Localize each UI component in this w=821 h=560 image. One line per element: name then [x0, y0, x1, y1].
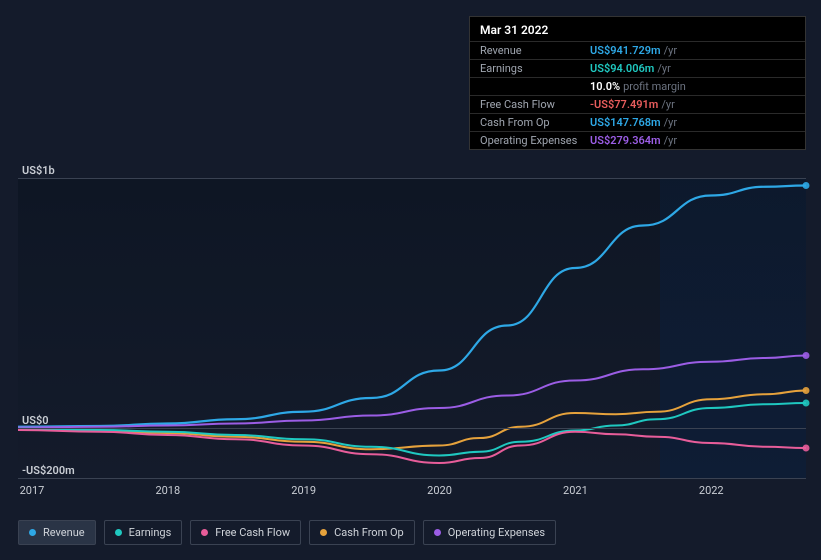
legend-label: Cash From Op: [334, 526, 404, 539]
legend-label: Earnings: [129, 526, 172, 539]
tooltip-row: RevenueUS$941.729m/yr: [470, 41, 805, 59]
tooltip-row-label: Revenue: [480, 44, 590, 57]
y-axis-label: -US$200m: [22, 464, 75, 477]
x-axis-label: 2020: [427, 484, 452, 497]
legend-dot-icon: [320, 529, 327, 536]
legend-item[interactable]: Free Cash Flow: [190, 520, 301, 545]
tooltip-row-label: Free Cash Flow: [480, 98, 590, 111]
gridline: [18, 478, 806, 479]
series-end-marker: [803, 445, 810, 452]
tooltip-row: Operating ExpensesUS$279.364m/yr: [470, 131, 805, 149]
tooltip-row-value: US$941.729m: [590, 44, 661, 57]
chart-tooltip: Mar 31 2022 RevenueUS$941.729m/yrEarning…: [469, 16, 806, 150]
x-axis-label: 2018: [155, 484, 180, 497]
tooltip-row-value: 10.0%: [590, 80, 620, 93]
tooltip-row-value: -US$77.491m: [590, 98, 658, 111]
series-line: [18, 186, 806, 427]
tooltip-row: Cash From OpUS$147.768m/yr: [470, 113, 805, 131]
tooltip-row-label: Operating Expenses: [480, 134, 590, 147]
series-line: [18, 356, 806, 428]
x-axis-label: 2022: [699, 484, 724, 497]
x-axis-label: 2017: [20, 484, 45, 497]
x-axis-label: 2021: [563, 484, 588, 497]
legend-dot-icon: [29, 529, 36, 536]
chart-legend: Revenue Earnings Free Cash Flow Cash From O…: [18, 520, 556, 545]
tooltip-row-label: Earnings: [480, 62, 590, 75]
legend-item[interactable]: Cash From Op: [309, 520, 415, 545]
legend-item[interactable]: Operating Expenses: [423, 520, 556, 545]
legend-dot-icon: [115, 529, 122, 536]
tooltip-row-suffix: /yr: [664, 134, 677, 147]
legend-item[interactable]: Revenue: [18, 520, 96, 545]
series-end-marker: [803, 387, 810, 394]
tooltip-date: Mar 31 2022: [470, 23, 805, 41]
legend-label: Operating Expenses: [448, 526, 545, 539]
tooltip-row-suffix: /yr: [661, 98, 674, 111]
legend-label: Revenue: [43, 526, 85, 539]
legend-label: Free Cash Flow: [215, 526, 290, 539]
tooltip-row-value: US$279.364m: [590, 134, 661, 147]
tooltip-row-suffix: /yr: [664, 116, 677, 129]
tooltip-row-suffix: /yr: [664, 44, 677, 57]
legend-item[interactable]: Earnings: [104, 520, 183, 545]
y-axis-label: US$0: [22, 414, 49, 427]
tooltip-row: EarningsUS$94.006m/yr: [470, 59, 805, 77]
series-end-marker: [803, 352, 810, 359]
tooltip-row-value: US$147.768m: [590, 116, 661, 129]
x-axis-label: 2019: [291, 484, 316, 497]
series-end-marker: [803, 400, 810, 407]
y-axis-label: US$1b: [22, 164, 55, 177]
legend-dot-icon: [201, 529, 208, 536]
tooltip-row-label: Cash From Op: [480, 116, 590, 129]
tooltip-row-suffix: profit margin: [623, 80, 686, 93]
tooltip-row-label: [480, 80, 590, 93]
legend-dot-icon: [434, 529, 441, 536]
tooltip-row-value: US$94.006m: [590, 62, 654, 75]
gridline: [18, 178, 806, 179]
tooltip-row: Free Cash Flow-US$77.491m/yr: [470, 95, 805, 113]
tooltip-row: 10.0%profit margin: [470, 77, 805, 95]
series-end-marker: [803, 182, 810, 189]
gridline: [18, 428, 806, 429]
tooltip-row-suffix: /yr: [657, 62, 670, 75]
